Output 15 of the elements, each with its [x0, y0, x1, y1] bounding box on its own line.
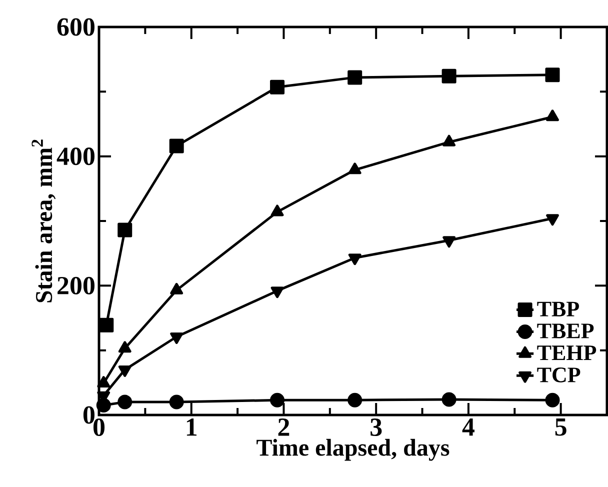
- y-axis-title: Stain area, mm$^{2}$: [32, 140, 56, 302]
- legend-label: TCP: [537, 368, 580, 382]
- x-axis-title: Time elapsed, days: [256, 438, 450, 461]
- y-tick-label: 400: [56, 148, 94, 166]
- y-tick-label: 200: [58, 276, 94, 294]
- y-tick-label: 0: [83, 406, 94, 424]
- legend-label: TBP: [537, 302, 579, 316]
- y-tick-label: 600: [57, 18, 94, 36]
- legend-label: TEHP: [537, 346, 596, 360]
- x-tick-label: 1: [186, 418, 197, 436]
- x-tick-label: 2: [278, 418, 290, 436]
- legend-label: TBEP: [537, 324, 594, 338]
- x-tick-label: 4: [462, 418, 474, 436]
- x-tick-label: 5: [555, 418, 566, 436]
- x-tick-label: 3: [370, 418, 382, 436]
